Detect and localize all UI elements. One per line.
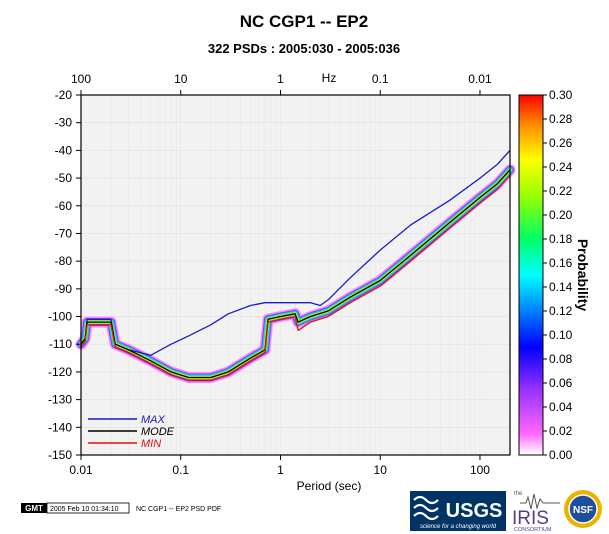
y-tick-label: -110	[49, 337, 72, 351]
legend-mode-label: MODE	[141, 426, 175, 438]
y-tick-label: -80	[55, 254, 73, 268]
colorbar-tick-label: 0.16	[549, 256, 573, 270]
usgs-tagline: science for a changing world	[420, 524, 497, 530]
top-tick-label: 100	[71, 72, 91, 86]
colorbar-tick-label: 0.14	[549, 280, 573, 294]
colorbar-tick-label: 0.02	[549, 424, 573, 438]
top-axis-unit-label: Hz	[322, 71, 337, 85]
y-tick-label: -150	[48, 448, 72, 462]
top-axis-ticks: 100 10 1 0.1 0.01	[71, 72, 492, 95]
chart-title: NC CGP1 -- EP2	[240, 12, 368, 31]
y-tick-label: -130	[48, 393, 72, 407]
iris-wordmark: IRIS	[512, 508, 549, 529]
y-tick-label: -60	[55, 199, 73, 213]
colorbar-tick-label: 0.04	[549, 400, 573, 414]
legend: MAX MODE MIN	[88, 414, 175, 450]
gmt-logo: GMT	[25, 504, 43, 513]
x-tick-label: 1	[277, 463, 284, 477]
y-tick-label: -50	[55, 171, 73, 185]
colorbar-tick-label: 0.18	[549, 232, 573, 246]
top-tick-label: 10	[174, 72, 188, 86]
colorbar-tick-label: 0.30	[549, 88, 573, 102]
top-tick-label: 1	[277, 72, 284, 86]
y-tick-label: -30	[55, 116, 73, 130]
top-tick-label: 0.01	[468, 72, 492, 86]
series-line-min	[80, 174, 511, 381]
plot-frame	[80, 94, 511, 456]
colorbar	[518, 94, 544, 456]
timestamp-box	[46, 502, 130, 514]
chart-subtitle: 322 PSDs : 2005:030 - 2005:036	[208, 41, 400, 56]
colorbar-tick-label: 0.24	[549, 160, 573, 174]
footer-timestamp: 2005 Feb 10 01:34:10	[50, 506, 119, 513]
y-tick-label: -40	[55, 143, 73, 157]
y-axis-ticks: -20 -30 -40 -50 -60 -70 -80 -90 -100 -110 -120 -130…	[48, 88, 81, 462]
series-lines	[80, 149, 511, 381]
y-tick-label: -120	[48, 365, 72, 379]
colorbar-tick-label: 0.12	[549, 304, 573, 318]
legend-max-label: MAX	[141, 414, 166, 426]
x-tick-label: 10	[374, 463, 388, 477]
iris-small-the: the	[514, 491, 523, 497]
x-axis-label: Period (sec)	[297, 479, 362, 493]
nsf-logo: NSF	[564, 490, 602, 528]
colorbar-tick-label: 0.06	[549, 376, 573, 390]
top-tick-label: 0.1	[372, 72, 389, 86]
y-tick-label: -70	[55, 226, 73, 240]
usgs-wordmark: USGS	[446, 500, 503, 522]
footer-caption: NC CGP1 -- EP2 PSD PDF	[136, 506, 221, 513]
y-tick-label: -140	[48, 420, 72, 434]
colorbar-label: Probability	[575, 239, 591, 312]
x-tick-label: 100	[470, 463, 490, 477]
legend-min-label: MIN	[141, 438, 161, 450]
colorbar-tick-label: 0.10	[549, 328, 573, 342]
iris-logo: the IRIS CONSORTIUM	[512, 491, 560, 533]
plot-background	[81, 95, 510, 455]
usgs-logo: USGS science for a changing world	[410, 491, 506, 531]
colorbar-ticks: 0.00 0.02 0.04 0.06 0.08 0.10 0.12 0.14 0.16 0.18…	[543, 88, 573, 462]
y-tick-label: -20	[55, 88, 73, 102]
colorbar-tick-label: 0.00	[549, 448, 573, 462]
y-tick-label: -100	[48, 310, 72, 324]
gmt-logo-box	[21, 503, 47, 513]
nsf-wordmark: NSF	[573, 505, 593, 516]
x-tick-label: 0.1	[172, 463, 189, 477]
colorbar-tick-label: 0.22	[549, 184, 573, 198]
iris-consortium: CONSORTIUM	[514, 527, 552, 533]
colorbar-tick-label: 0.28	[549, 112, 573, 126]
colorbar-tick-label: 0.26	[549, 136, 573, 150]
colorbar-tick-label: 0.20	[549, 208, 573, 222]
x-axis-ticks: 0.01 0.1 1 10 100	[69, 455, 490, 477]
y-tick-label: -90	[55, 282, 73, 296]
colorbar-tick-label: 0.08	[549, 352, 573, 366]
x-tick-label: 0.01	[69, 463, 93, 477]
